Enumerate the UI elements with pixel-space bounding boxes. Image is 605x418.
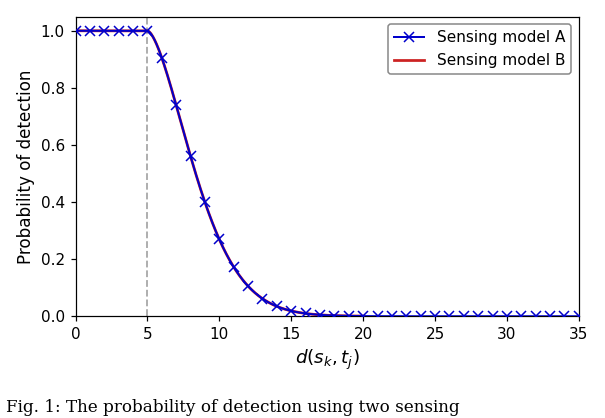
Sensing model A [388, 314, 396, 319]
Sensing model A [259, 296, 266, 301]
Sensing model A [144, 28, 151, 33]
Sensing model A [100, 28, 108, 33]
Sensing model B [72, 28, 79, 33]
Line: Sensing model B: Sensing model B [76, 31, 363, 316]
Sensing model A [244, 284, 252, 289]
Sensing model A [216, 237, 223, 242]
Legend: Sensing model A, Sensing model B: Sensing model A, Sensing model B [388, 24, 571, 74]
Sensing model A [518, 314, 525, 319]
Sensing model B [215, 236, 223, 241]
Sensing model A [460, 314, 468, 319]
Sensing model A [316, 312, 324, 317]
Sensing model A [474, 314, 482, 319]
Sensing model A [417, 314, 424, 319]
Sensing model A [575, 314, 583, 319]
Sensing model A [87, 28, 94, 33]
Sensing model A [158, 56, 165, 61]
Sensing model A [345, 314, 352, 319]
X-axis label: $d(s_k, t_j)$: $d(s_k, t_j)$ [295, 348, 359, 372]
Sensing model A [129, 28, 137, 33]
Sensing model A [187, 154, 194, 159]
Line: Sensing model A: Sensing model A [71, 26, 583, 321]
Sensing model B [77, 28, 85, 33]
Sensing model B [256, 294, 263, 299]
Sensing model A [561, 314, 568, 319]
Sensing model A [273, 304, 281, 309]
Sensing model A [201, 200, 209, 205]
Sensing model A [374, 314, 381, 319]
Sensing model B [348, 314, 355, 319]
Sensing model A [331, 313, 338, 318]
Sensing model A [431, 314, 439, 319]
Y-axis label: Probability of detection: Probability of detection [16, 69, 34, 264]
Sensing model A [172, 103, 180, 108]
Sensing model A [230, 265, 237, 270]
Sensing model A [359, 314, 367, 319]
Sensing model A [72, 28, 79, 33]
Sensing model A [287, 308, 295, 314]
Sensing model A [546, 314, 554, 319]
Sensing model A [446, 314, 453, 319]
Sensing model A [503, 314, 511, 319]
Sensing model A [115, 28, 122, 33]
Sensing model A [403, 314, 410, 319]
Text: Fig. 1: The probability of detection using two sensing: Fig. 1: The probability of detection usi… [6, 399, 460, 416]
Sensing model A [532, 314, 539, 319]
Sensing model B [164, 74, 171, 79]
Sensing model A [302, 311, 309, 316]
Sensing model B [359, 314, 367, 319]
Sensing model B [192, 169, 199, 174]
Sensing model A [489, 314, 496, 319]
